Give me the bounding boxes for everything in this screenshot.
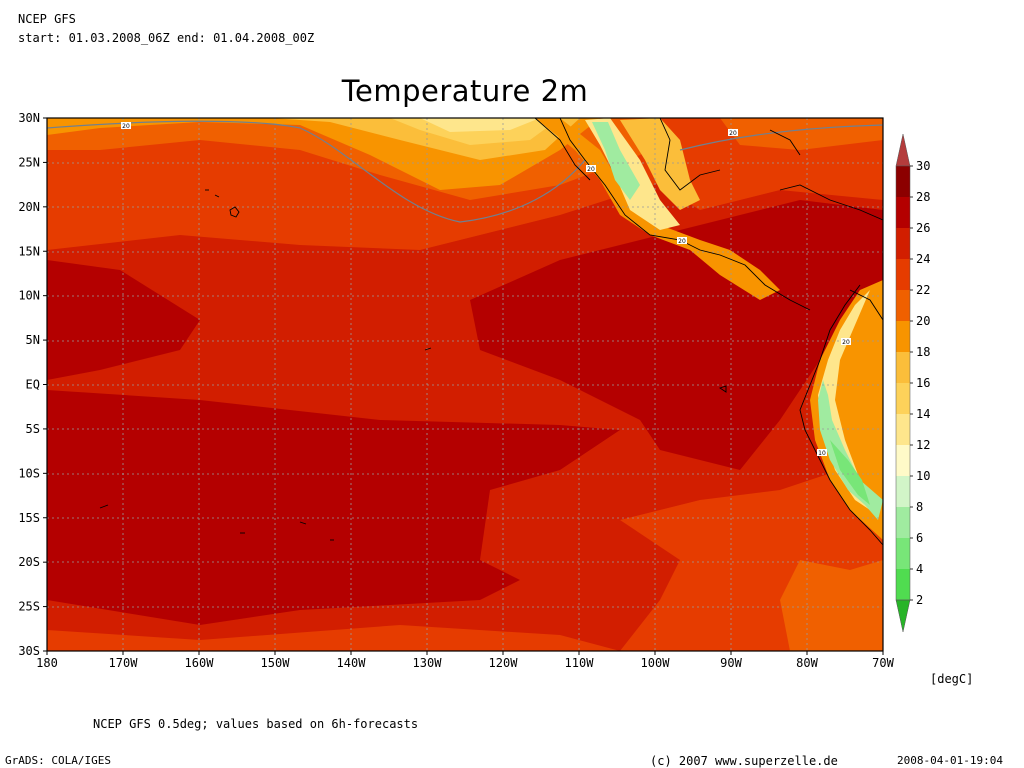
temperature-field bbox=[47, 118, 883, 651]
lon-label: 90W bbox=[720, 656, 742, 670]
colorbar-segment bbox=[896, 336, 910, 353]
lat-label: 25N bbox=[18, 155, 40, 169]
colorbar-segment bbox=[896, 569, 910, 585]
colorbar-label: 8 bbox=[916, 500, 923, 514]
colorbar-label: 10 bbox=[916, 469, 930, 483]
contour-label: 20 bbox=[678, 238, 686, 245]
contour-label: 20 bbox=[122, 123, 130, 130]
colorbar-segment bbox=[896, 197, 910, 213]
colorbar-segment bbox=[896, 166, 910, 182]
colorbar-label: 24 bbox=[916, 252, 930, 266]
colorbar-segment bbox=[896, 491, 910, 508]
colorbar-segment bbox=[896, 429, 910, 446]
colorbar-segment bbox=[896, 352, 910, 368]
lon-label: 150W bbox=[261, 656, 291, 670]
colorbar-max-arrow bbox=[895, 133, 911, 167]
colorbar-segment bbox=[896, 274, 910, 291]
contour-label: 20 bbox=[587, 166, 595, 173]
contour-label-box bbox=[677, 237, 687, 244]
colorbar-label: 16 bbox=[916, 376, 930, 390]
contour-label-box bbox=[586, 165, 596, 172]
colorbar-label: 6 bbox=[916, 531, 923, 545]
colorbar-label: 26 bbox=[916, 221, 930, 235]
lon-label: 70W bbox=[872, 656, 894, 670]
lat-label: 15N bbox=[18, 244, 40, 258]
forecast-period: start: 01.03.2008_06Z end: 01.04.2008_00… bbox=[18, 31, 315, 45]
colorbar-segment bbox=[896, 290, 910, 306]
lat-label: EQ bbox=[26, 378, 40, 392]
lon-label: 140W bbox=[337, 656, 367, 670]
colorbar-segment bbox=[896, 228, 910, 244]
lat-label: 10N bbox=[18, 289, 40, 303]
timestamp: 2008-04-01-19:04 bbox=[897, 754, 1003, 767]
grads-credit: GrADS: COLA/IGES bbox=[5, 754, 111, 767]
colorbar-segment bbox=[896, 553, 910, 570]
colorbar-label: 30 bbox=[916, 159, 930, 173]
colorbar-segment bbox=[896, 414, 910, 430]
lat-label: 20N bbox=[18, 200, 40, 214]
colorbar-segment bbox=[896, 321, 910, 337]
lon-label: 80W bbox=[796, 656, 818, 670]
lon-label: 160W bbox=[185, 656, 215, 670]
model-name: NCEP GFS bbox=[18, 12, 76, 26]
colorbar-segment bbox=[896, 445, 910, 461]
contour-label-box bbox=[121, 122, 131, 129]
colorbar-segment bbox=[896, 383, 910, 399]
contour-label-box bbox=[841, 338, 851, 345]
colorbar-segment bbox=[896, 243, 910, 260]
graticule bbox=[47, 118, 883, 651]
contour-label: 20 bbox=[729, 130, 737, 137]
colorbar-segment bbox=[896, 212, 910, 229]
lon-label: 120W bbox=[489, 656, 519, 670]
colorbar-segment bbox=[896, 507, 910, 523]
lon-label: 100W bbox=[641, 656, 671, 670]
copyright: (c) 2007 www.superzelle.de bbox=[650, 754, 838, 768]
colorbar-label: 4 bbox=[916, 562, 923, 576]
colorbar-min-arrow bbox=[895, 599, 911, 633]
lat-label: 5S bbox=[26, 422, 40, 436]
colorbar-segment bbox=[896, 538, 910, 554]
colorbar-label: 12 bbox=[916, 438, 930, 452]
lat-label: 20S bbox=[18, 555, 40, 569]
lon-label: 130W bbox=[413, 656, 443, 670]
lat-label: 5N bbox=[26, 333, 40, 347]
lat-label: 30S bbox=[18, 644, 40, 658]
data-note: NCEP GFS 0.5deg; values based on 6h-fore… bbox=[93, 717, 419, 731]
colorbar-unit: [degC] bbox=[930, 672, 974, 686]
lon-label: 110W bbox=[565, 656, 595, 670]
contour-label-box bbox=[728, 129, 738, 136]
contour-label-box bbox=[817, 449, 827, 456]
colorbar-label: 20 bbox=[916, 314, 930, 328]
colorbar-segment bbox=[896, 259, 910, 275]
colorbar: 30 28 26 24 22 20 18 16 14 12 10 8 6 4 2 bbox=[895, 133, 930, 633]
colorbar-label: 2 bbox=[916, 593, 923, 607]
colorbar-segment bbox=[896, 398, 910, 415]
colorbar-label: 14 bbox=[916, 407, 930, 421]
colorbar-segment bbox=[896, 460, 910, 477]
map-title: Temperature 2m bbox=[341, 74, 589, 108]
lat-label: 10S bbox=[18, 466, 40, 480]
longitude-axis: 180 170W 160W 150W 140W 130W 120W 110W 100W 90W 80… bbox=[36, 651, 895, 670]
contour-labels: 20 20 20 20 20 10 bbox=[121, 122, 851, 457]
colorbar-segment bbox=[896, 522, 910, 539]
latitude-axis: 30N 25N 20N 15N 10N 5N EQ 5S 10S 15S 20S 25S 30S bbox=[18, 111, 47, 658]
colorbar-label: 18 bbox=[916, 345, 930, 359]
contour-label: 20 bbox=[842, 339, 850, 346]
lat-label: 25S bbox=[18, 600, 40, 614]
colorbar-segment bbox=[896, 305, 910, 322]
colorbar-segment bbox=[896, 181, 910, 198]
lat-label: 30N bbox=[18, 111, 40, 125]
colorbar-label: 22 bbox=[916, 283, 930, 297]
colorbar-segment bbox=[896, 367, 910, 384]
contour-label: 10 bbox=[818, 450, 826, 457]
lon-label: 170W bbox=[109, 656, 139, 670]
colorbar-segment bbox=[896, 476, 910, 492]
lat-label: 15S bbox=[18, 511, 40, 525]
colorbar-segment bbox=[896, 584, 910, 601]
colorbar-label: 28 bbox=[916, 190, 930, 204]
lon-label: 180 bbox=[36, 656, 58, 670]
